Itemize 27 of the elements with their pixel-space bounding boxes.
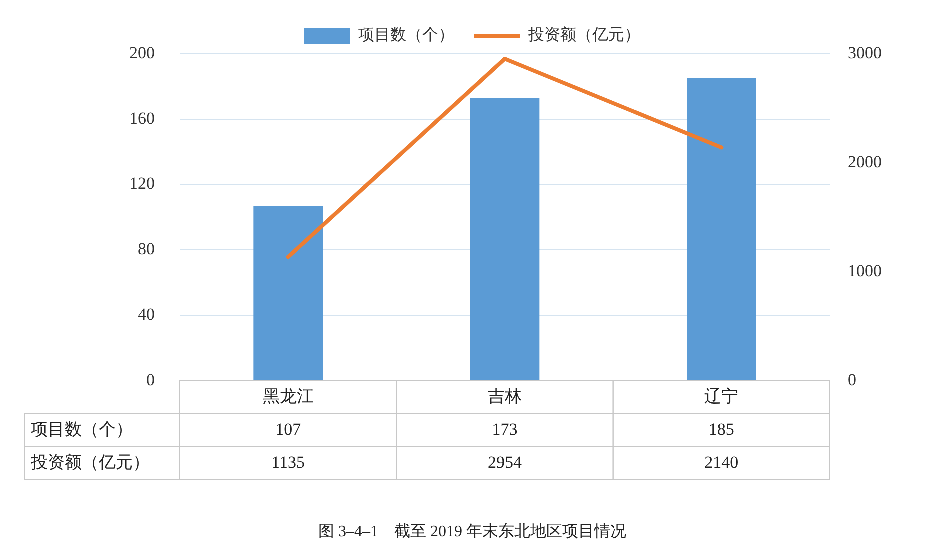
y2-tick-label: 0 bbox=[848, 370, 856, 390]
text: 项目数（个） bbox=[31, 420, 133, 439]
legend-label: 项目数（个） bbox=[358, 26, 454, 44]
y-tick-label: 80 bbox=[138, 240, 155, 259]
data-label: 107 bbox=[276, 420, 302, 439]
x-tick-label: 黑龙江 bbox=[262, 386, 314, 406]
y-tick-label: 40 bbox=[138, 304, 155, 324]
data-label: 173 bbox=[492, 420, 518, 439]
y-tick-label: 200 bbox=[130, 43, 155, 62]
x-tick-label: 辽宁 bbox=[704, 386, 739, 406]
y-tick-label: 120 bbox=[130, 174, 155, 194]
legend-label: 投资额（亿元） bbox=[528, 26, 640, 44]
text: 图 3–4–1 截至 2019 年末东北地区项目情况 bbox=[318, 522, 626, 541]
x-tick-label: 吉林 bbox=[488, 386, 522, 406]
bar bbox=[254, 206, 323, 380]
bar bbox=[470, 98, 540, 380]
bar bbox=[687, 78, 756, 380]
y2-tick-label: 2000 bbox=[848, 152, 882, 172]
y2-tick-label: 1000 bbox=[848, 261, 882, 280]
data-label: 1135 bbox=[272, 452, 306, 472]
text: 投资额（亿元） bbox=[31, 452, 150, 472]
data-label: 185 bbox=[708, 420, 734, 439]
data-label: 2140 bbox=[704, 452, 739, 472]
y2-tick-label: 3000 bbox=[848, 43, 882, 62]
data-label: 2954 bbox=[488, 452, 522, 472]
y-tick-label: 160 bbox=[130, 108, 155, 128]
y-tick-label: 0 bbox=[146, 370, 155, 390]
